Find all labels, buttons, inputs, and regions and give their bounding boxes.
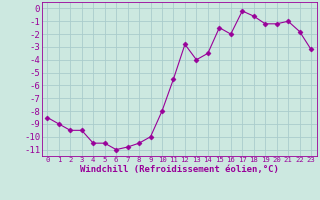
X-axis label: Windchill (Refroidissement éolien,°C): Windchill (Refroidissement éolien,°C) bbox=[80, 165, 279, 174]
